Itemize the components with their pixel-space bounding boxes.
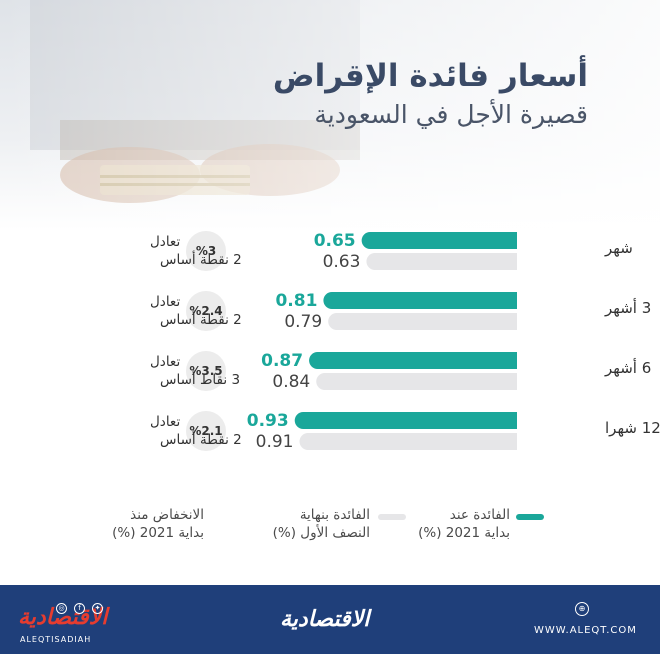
footer-logo-left-sub: ALEQTISADIAH xyxy=(20,635,92,644)
legend-item-decline-line2: بداية 2021 (%) xyxy=(112,525,204,541)
decline-note-line2: 3 نقاط أساس xyxy=(160,370,240,388)
value-label-start: 0.87 xyxy=(261,351,303,371)
decline-badge-value: %2.4 xyxy=(189,304,222,318)
value-label-end: 0.91 xyxy=(256,432,294,452)
footer-logo-center: الاقتصادية xyxy=(280,607,370,632)
bar-end-h1-edge xyxy=(508,253,517,270)
decline-badge xyxy=(186,231,226,271)
globe-icon[interactable]: ⊕ xyxy=(575,602,589,616)
value-label-start: 0.81 xyxy=(275,291,317,311)
value-label-end: 0.84 xyxy=(272,372,310,392)
hero-fade xyxy=(0,0,660,230)
bar-start-2021-edge xyxy=(508,292,517,309)
footer: الاقتصادية ALEQTISADIAH ◎ f ✦ الاقتصادية… xyxy=(0,585,660,654)
bar-start-2021 xyxy=(361,232,517,249)
decline-badge-value: %2.1 xyxy=(189,424,222,438)
bar-end-h1-edge xyxy=(508,313,517,330)
category-label: 3 أشهر xyxy=(604,298,651,317)
bar-start-2021-edge xyxy=(508,232,517,249)
facebook-icon[interactable]: f xyxy=(74,603,85,614)
bar-start-2021 xyxy=(294,412,517,429)
value-label-end: 0.63 xyxy=(323,252,361,272)
decline-note-line2: 2 نقطة أساس xyxy=(160,310,242,328)
twitter-icon[interactable]: ✦ xyxy=(92,603,103,614)
value-label-start: 0.93 xyxy=(247,411,289,431)
bar-start-2021-edge xyxy=(508,412,517,429)
legend-item-start-line1: الفائدة عند xyxy=(449,507,510,523)
legend-swatch-end xyxy=(378,514,406,520)
instagram-icon[interactable]: ◎ xyxy=(56,603,67,614)
decline-badge-value: %3.5 xyxy=(189,364,222,378)
category-label: شهر xyxy=(604,239,633,257)
decline-note-line1: تعادل xyxy=(150,234,180,250)
legend-item-decline: الانخفاض منذ بداية 2021 (%) xyxy=(112,506,204,542)
decline-note-line2: 2 نقطة أساس xyxy=(160,430,242,448)
hero-photo xyxy=(0,0,660,230)
value-label-start: 0.65 xyxy=(314,231,356,251)
bar-end-h1-edge xyxy=(508,433,517,450)
decline-note-line1: تعادل xyxy=(150,414,180,430)
decline-badge xyxy=(186,411,226,451)
legend-item-start-line2: بداية 2021 (%) xyxy=(418,525,510,541)
bar-end-h1 xyxy=(299,433,517,450)
bar-start-2021-edge xyxy=(508,352,517,369)
decline-note-line2: 2 نقطة أساس xyxy=(160,250,242,268)
bar-end-h1 xyxy=(328,313,517,330)
page-title: أسعار فائدة الإقراض xyxy=(272,58,588,94)
decline-badge-value: %3 xyxy=(196,244,216,258)
category-label: 12 شهرا xyxy=(605,419,660,437)
decline-badge xyxy=(186,291,226,331)
legend-item-start: الفائدة عند بداية 2021 (%) xyxy=(418,506,510,542)
decline-badge xyxy=(186,351,226,391)
legend-item-end-line1: الفائدة بنهاية xyxy=(299,507,370,523)
decline-note-line1: تعادل xyxy=(150,294,180,310)
decline-note-line1: تعادل xyxy=(150,354,180,370)
legend-item-end-line2: النصف الأول (%) xyxy=(272,525,370,541)
legend-item-end: الفائدة بنهاية النصف الأول (%) xyxy=(273,506,370,542)
category-label: 6 أشهر xyxy=(604,358,651,377)
bar-start-2021 xyxy=(323,292,517,309)
bar-end-h1 xyxy=(316,373,517,390)
legend-swatch-start xyxy=(516,514,544,520)
bar-end-h1-edge xyxy=(508,373,517,390)
page-subtitle: قصيرة الأجل في السعودية xyxy=(314,100,588,129)
legend-item-decline-line1: الانخفاض منذ xyxy=(130,507,204,523)
bar-start-2021 xyxy=(309,352,517,369)
site-url-link[interactable]: WWW.ALEQT.COM xyxy=(534,625,637,636)
bar-end-h1 xyxy=(366,253,517,270)
value-label-end: 0.79 xyxy=(284,312,322,332)
